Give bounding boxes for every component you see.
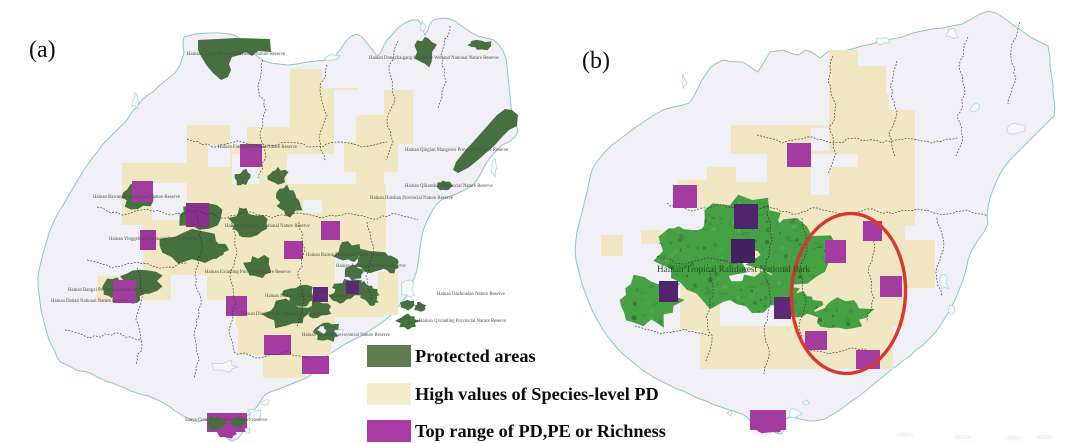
svg-text:Hainan Lingao Jiaoshan Provinc: Hainan Lingao Jiaoshan Provincial Nature… (187, 52, 285, 57)
svg-text:Hainan Tropical Rainforest Nat: Hainan Tropical Rainforest National Park (657, 264, 811, 274)
svg-text:Hainan Shangxi Provincial Natu: Hainan Shangxi Provincial Nature Reserve (265, 294, 348, 299)
svg-text:Hainan Qixianling Provincial N: Hainan Qixianling Provincial Nature Rese… (419, 319, 506, 324)
svg-text:Hainan Qinglan Mangrove Provin: Hainan Qinglan Mangrove Provincial Natur… (405, 148, 508, 153)
svg-text:(a): (a) (29, 37, 56, 63)
svg-text:Hainan Exianling Provincial Na: Hainan Exianling Provincial Nature Reser… (205, 270, 291, 275)
svg-text:Sanya Coral Reef National Natu: Sanya Coral Reef National Nature Reserve (185, 418, 267, 423)
svg-text:Hainan Bangxi Provincial Natur: Hainan Bangxi Provincial Nature Reserve (68, 288, 149, 293)
svg-text:Hainan Bairun Provincial Natur: Hainan Bairun Provincial Nature Reserve (306, 253, 386, 258)
svg-text:High values of Species-level P: High values of Species-level PD (415, 384, 659, 404)
svg-text:Hainan Diaoluoshan National Na: Hainan Diaoluoshan National Nature Reser… (241, 312, 329, 317)
svg-text:Hainan Dongzhaigang Mangrove W: Hainan Dongzhaigang Mangrove Wetland Nat… (369, 56, 499, 61)
svg-text:Top range of PD,PE or Richness: Top range of PD,PE or Richness (415, 421, 666, 441)
svg-text:(b): (b) (582, 48, 610, 74)
svg-text:Hainan Yinggeling National Nat: Hainan Yinggeling National Nature Reserv… (225, 224, 310, 229)
svg-text:Hainan Jianfengling Nature Res: Hainan Jianfengling Nature Reserve (336, 264, 406, 269)
svg-text:Hainan Bawangling National Nat: Hainan Bawangling National Nature Reserv… (93, 195, 180, 200)
svg-text:Hainan Fanjia Provincial Natur: Hainan Fanjia Provincial Nature Reserve (218, 145, 297, 150)
svg-text:Hainan Qilianshan Provincial N: Hainan Qilianshan Provincial Nature Rese… (405, 184, 493, 189)
svg-text:Hainan Yinggeling Provincial N: Hainan Yinggeling Provincial Nature Rese… (109, 237, 197, 242)
svg-text:Hainan Dazhoudao Nature Reserv: Hainan Dazhoudao Nature Reserve (437, 292, 505, 297)
svg-text:Hainan Ganshiling Provincial N: Hainan Ganshiling Provincial Nature Rese… (302, 333, 390, 338)
svg-text:Protected areas: Protected areas (415, 346, 536, 366)
svg-text:Hainan Huishan Provincial Natu: Hainan Huishan Provincial Nature Reserve (370, 196, 453, 201)
svg-text:Hainan Datian National Nature: Hainan Datian National Nature Reserve (51, 299, 127, 304)
